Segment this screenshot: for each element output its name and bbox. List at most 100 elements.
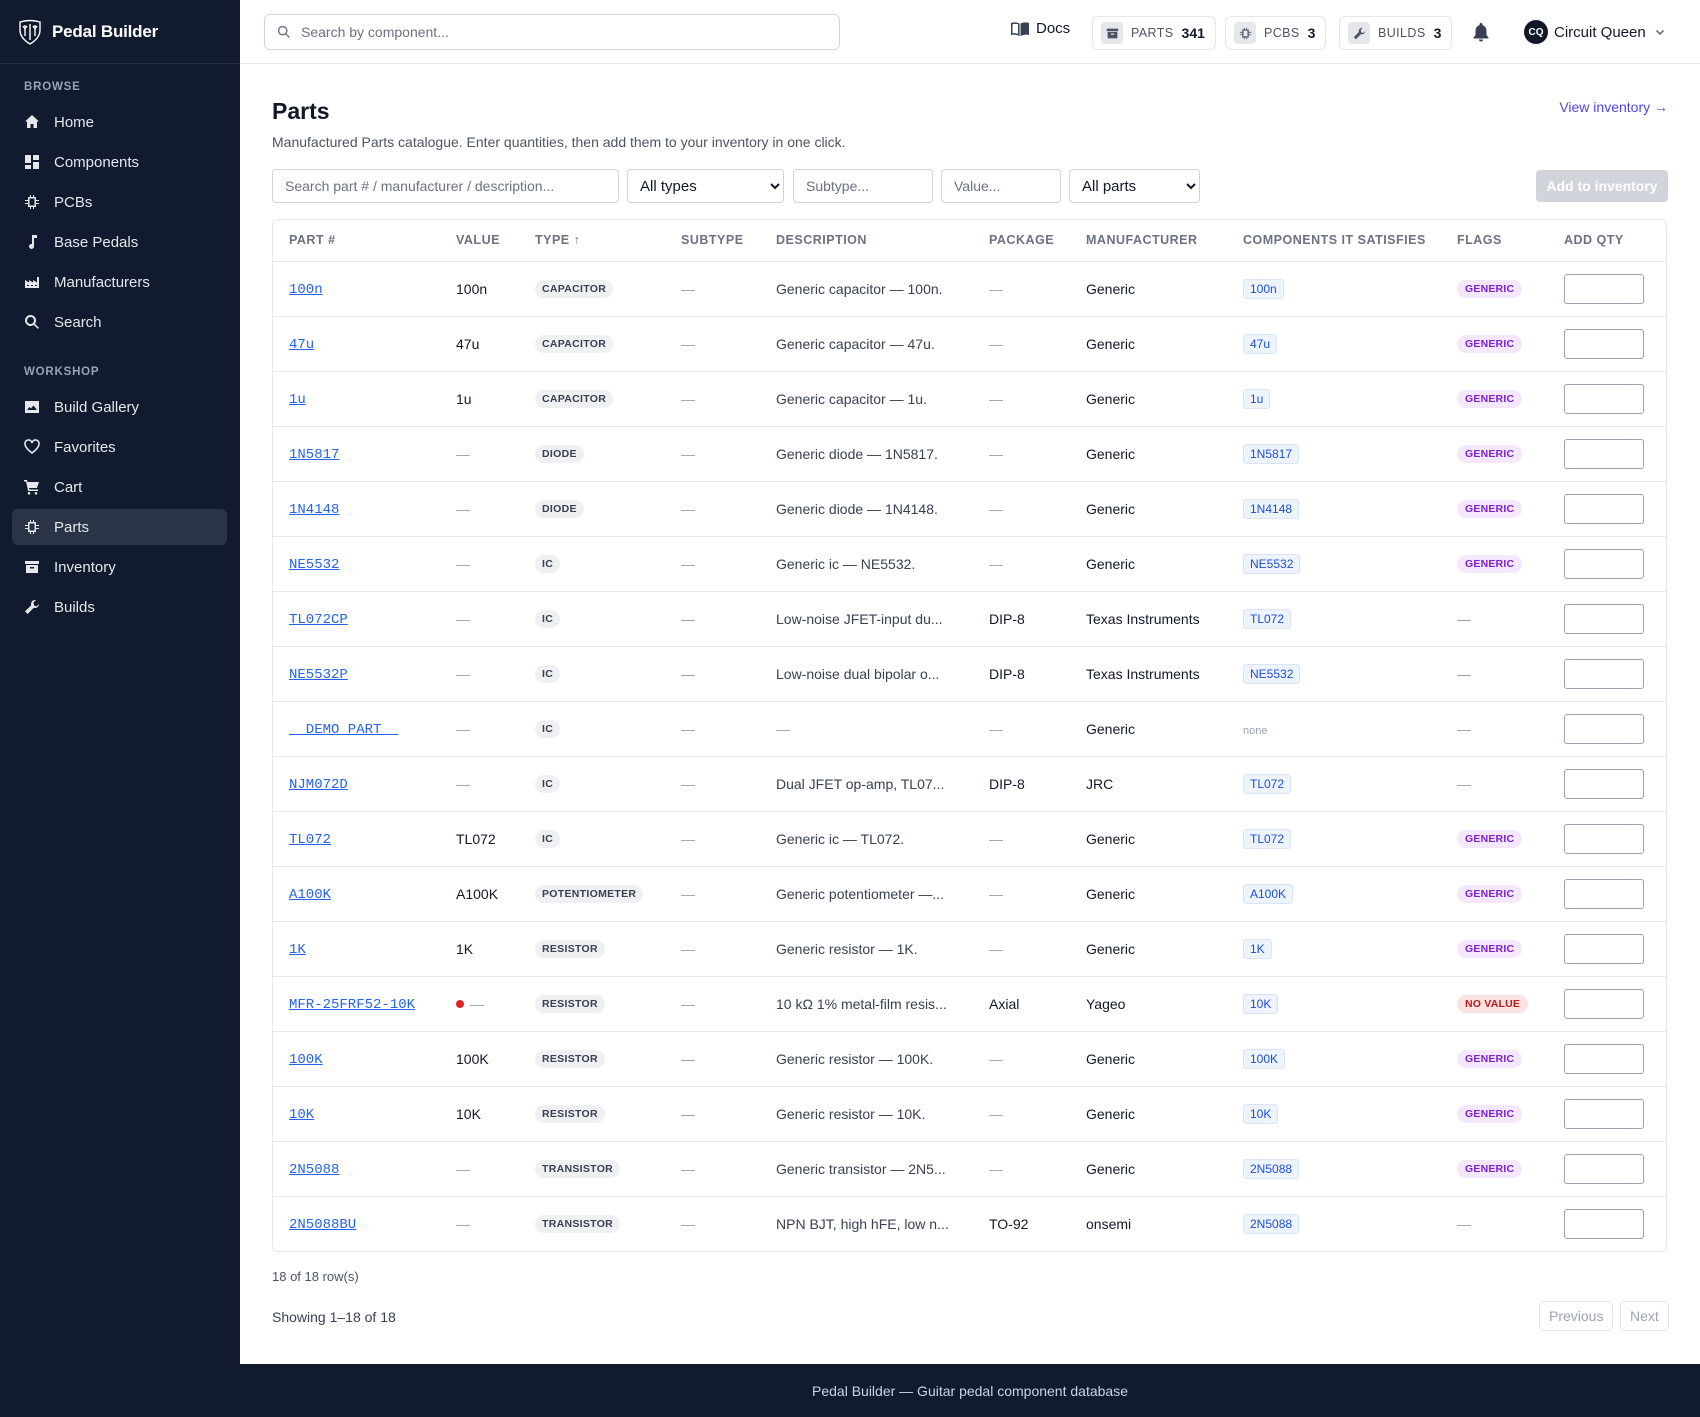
qty-input[interactable] [1564,438,1644,469]
part-number-link[interactable]: NJM072D [289,776,348,793]
qty-input[interactable] [1564,1153,1644,1184]
part-number-link[interactable]: 1K [289,941,306,958]
part-number-link[interactable]: 100n [289,281,323,298]
qty-input[interactable] [1564,768,1644,799]
parts-search-input[interactable] [272,169,619,203]
col-part-number[interactable]: PART # [273,220,440,262]
component-chip[interactable]: 47u [1243,333,1278,354]
part-number-link[interactable]: __DEMO_PART__ [289,721,399,738]
qty-input[interactable] [1564,603,1644,634]
qty-input[interactable] [1564,823,1644,854]
sidebar-item-inventory[interactable]: Inventory [12,549,227,585]
component-chip[interactable]: TL072 [1243,608,1292,629]
sidebar-item-builds[interactable]: Builds [12,589,227,625]
part-number-link[interactable]: 1N4148 [289,501,340,518]
part-number-link[interactable]: TL072 [289,831,332,848]
part-subtype: — [681,830,695,847]
col-value[interactable]: VALUE [440,220,519,262]
part-number-link[interactable]: 100K [289,1051,323,1068]
component-chip[interactable]: NE5532 [1243,553,1301,574]
view-inventory-link[interactable]: View inventory → [1559,99,1668,115]
qty-input[interactable] [1564,493,1644,524]
global-search[interactable] [264,14,840,50]
sidebar-item-manufacturers[interactable]: Manufacturers [12,264,227,300]
component-chip[interactable]: 2N5088 [1243,1213,1300,1234]
component-chip[interactable]: 100n [1243,278,1284,299]
component-chip[interactable]: 2N5088 [1243,1158,1300,1179]
table-row: 1K 1K RESISTOR — Generic resistor — 1K. — Gene… [273,921,1666,977]
qty-input[interactable] [1564,1043,1644,1074]
qty-input[interactable] [1564,988,1644,1019]
qty-input[interactable] [1564,658,1644,689]
global-search-input[interactable] [301,24,839,40]
component-chip[interactable]: 1K [1243,938,1272,959]
sidebar-item-build-gallery[interactable]: Build Gallery [12,389,227,425]
qty-input[interactable] [1564,878,1644,909]
pcbs-count-badge[interactable]: PCBS 3 [1225,16,1327,50]
part-number-link[interactable]: 2N5088BU [289,1216,357,1233]
component-chip[interactable]: 10K [1243,993,1279,1014]
component-chip[interactable]: 100K [1243,1048,1286,1069]
part-number-link[interactable]: TL072CP [289,611,348,628]
component-chip[interactable]: 1u [1243,388,1271,409]
sidebar-item-base-pedals[interactable]: Base Pedals [12,224,227,260]
sidebar-item-pcbs[interactable]: PCBs [12,184,227,220]
qty-input[interactable] [1564,1098,1644,1129]
part-number-link[interactable]: 10K [289,1106,315,1123]
cell-value: 100K [440,1031,519,1087]
table-row: TL072CP — IC — Low-noise JFET-input du... DIP… [273,591,1666,647]
qty-input[interactable] [1564,328,1644,359]
archive-icon [25,561,39,573]
scope-select[interactable]: All parts [1069,169,1200,203]
user-menu[interactable]: CQ Circuit Queen [1524,20,1666,44]
part-number-link[interactable]: A100K [289,886,332,903]
brand[interactable]: Pedal Builder [0,0,240,64]
subtype-input[interactable] [793,169,933,203]
bell-icon[interactable] [1472,22,1490,42]
part-number-link[interactable]: 1u [289,391,306,408]
component-chip[interactable]: 1N5817 [1243,443,1300,464]
flag-badge: GENERIC [1457,830,1523,848]
part-description: 10 kΩ 1% metal-film resis... [776,995,947,1012]
sidebar-item-search[interactable]: Search [12,304,227,340]
add-to-inventory-button[interactable]: Add to inventory [1536,170,1668,202]
previous-button[interactable]: Previous [1539,1301,1614,1331]
qty-input[interactable] [1564,1208,1644,1239]
qty-input[interactable] [1564,273,1644,304]
next-button[interactable]: Next [1620,1301,1669,1331]
parts-count-badge[interactable]: PARTS 341 [1092,16,1216,50]
sidebar-item-cart[interactable]: Cart [12,469,227,505]
qty-input[interactable] [1564,383,1644,414]
component-chip[interactable]: A100K [1243,883,1294,904]
sidebar-item-parts[interactable]: Parts [12,509,227,545]
sidebar-item-components[interactable]: Components [12,144,227,180]
qty-input[interactable] [1564,933,1644,964]
component-chip[interactable]: 10K [1243,1103,1279,1124]
sidebar-item-favorites[interactable]: Favorites [12,429,227,465]
builds-count-badge[interactable]: BUILDS 3 [1339,16,1453,50]
component-chip[interactable]: 1N4148 [1243,498,1300,519]
part-number-link[interactable]: 47u [289,336,315,353]
col-type[interactable]: TYPE ↑ [519,220,665,262]
type-select[interactable]: All types [627,169,784,203]
part-number-link[interactable]: NE5532 [289,556,340,573]
col-manufacturer[interactable]: MANUFACTURER [1070,220,1227,262]
value-input[interactable] [941,169,1061,203]
part-number-link[interactable]: 2N5088 [289,1161,340,1178]
part-number-link[interactable]: MFR-25FRF52-10K [289,996,416,1013]
col-package[interactable]: PACKAGE [973,220,1070,262]
qty-input[interactable] [1564,713,1644,744]
col-subtype[interactable]: SUBTYPE [665,220,760,262]
docs-link[interactable]: Docs [1010,20,1070,37]
component-chip[interactable]: NE5532 [1243,663,1301,684]
component-chip[interactable]: TL072 [1243,828,1292,849]
part-manufacturer: Generic [1086,830,1136,847]
col-description[interactable]: DESCRIPTION [760,220,973,262]
part-number-link[interactable]: NE5532P [289,666,348,683]
cell-subtype: — [665,536,760,592]
component-chip[interactable]: TL072 [1243,773,1292,794]
part-number-link[interactable]: 1N5817 [289,446,340,463]
sidebar-item-home[interactable]: Home [12,104,227,140]
qty-input[interactable] [1564,548,1644,579]
part-package: — [989,1050,1003,1067]
